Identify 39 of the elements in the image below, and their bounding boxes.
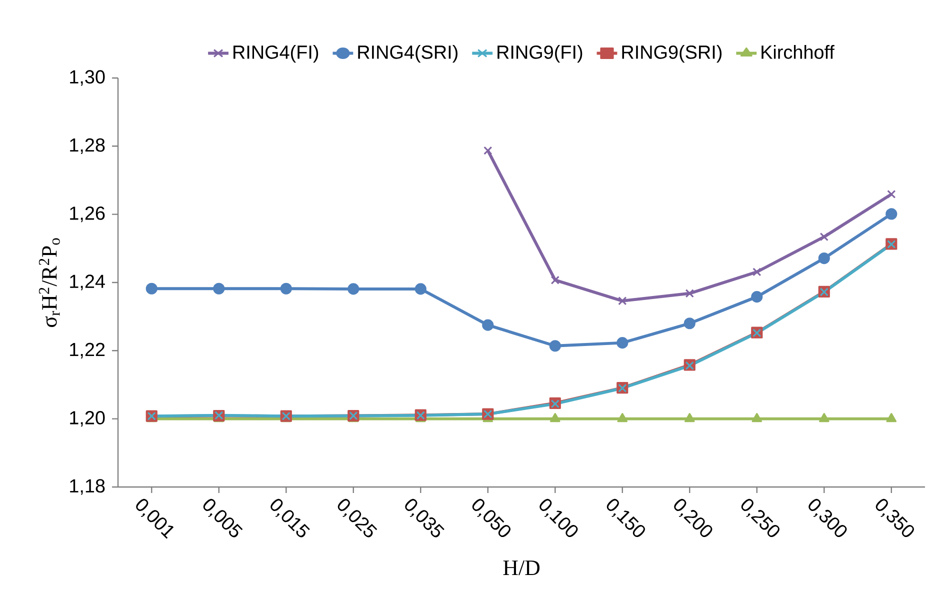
point	[550, 276, 560, 284]
point	[280, 282, 292, 294]
point	[752, 413, 762, 422]
y-tick-label: 1,28	[70, 138, 105, 154]
point	[550, 413, 560, 422]
point	[684, 318, 696, 330]
legend-label: RING4(FI)	[234, 44, 318, 63]
point	[886, 208, 898, 220]
point	[213, 282, 225, 294]
point	[348, 283, 360, 295]
point	[685, 289, 694, 298]
point	[414, 283, 426, 295]
y-tick-label: 1,18	[70, 479, 105, 495]
y-tick-label: 1,30	[70, 70, 105, 86]
point	[484, 146, 492, 155]
y-tick-label: 1,26	[70, 206, 105, 222]
y-tick-label: 1,20	[70, 410, 105, 427]
point	[886, 413, 897, 422]
legend-label: RING9(SRI)	[622, 44, 722, 63]
legend-label: RING4(SRI)	[358, 44, 458, 63]
point	[818, 252, 830, 264]
point	[482, 319, 494, 331]
legend-label: RING9(FI)	[498, 44, 582, 63]
point	[617, 413, 628, 422]
point	[618, 296, 627, 306]
point	[752, 268, 762, 276]
point	[616, 337, 628, 349]
point	[549, 340, 561, 352]
point	[887, 190, 896, 199]
point	[146, 282, 158, 294]
point	[684, 413, 695, 422]
y-axis-title: σ$_{r}$H$^{2}$/R$^{2}$P$_{o}$	[38, 238, 60, 327]
x-axis-title: H/D	[503, 560, 540, 576]
legend-label: Kirchhoff	[762, 44, 834, 59]
point	[819, 413, 830, 422]
point	[751, 291, 763, 303]
y-tick-label: 1,22	[70, 342, 105, 358]
point	[820, 232, 828, 242]
y-tick-label: 1,24	[70, 274, 105, 290]
